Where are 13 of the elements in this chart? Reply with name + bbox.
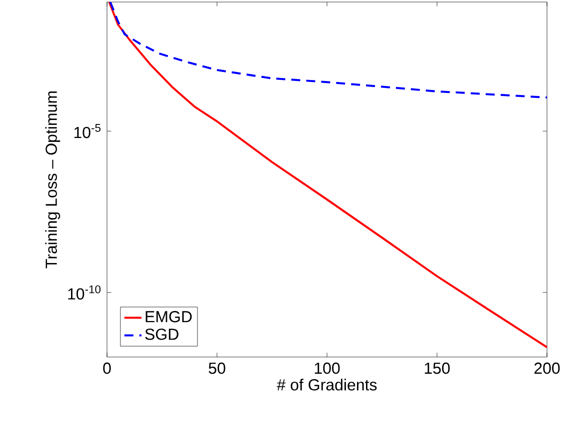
legend-label: SGD — [145, 328, 178, 340]
x-axis-title: # of Gradients — [276, 378, 377, 390]
y-tick-label: 10$^{-10}$ — [68, 285, 101, 300]
legend-label: EMGD — [146, 311, 192, 322]
x-tick-label: 200 — [534, 362, 560, 374]
line-series — [109, 2, 548, 98]
line-series — [108, 2, 548, 348]
y-tick-label: 10$^{-5}$ — [74, 124, 100, 138]
x-tick-label: 50 — [208, 362, 226, 374]
x-tick-label: 100 — [314, 362, 340, 374]
y-axis-title: Training Loss – Optimum — [45, 92, 60, 268]
x-tick-label: 150 — [424, 362, 450, 374]
x-tick-label: 0 — [103, 362, 111, 374]
